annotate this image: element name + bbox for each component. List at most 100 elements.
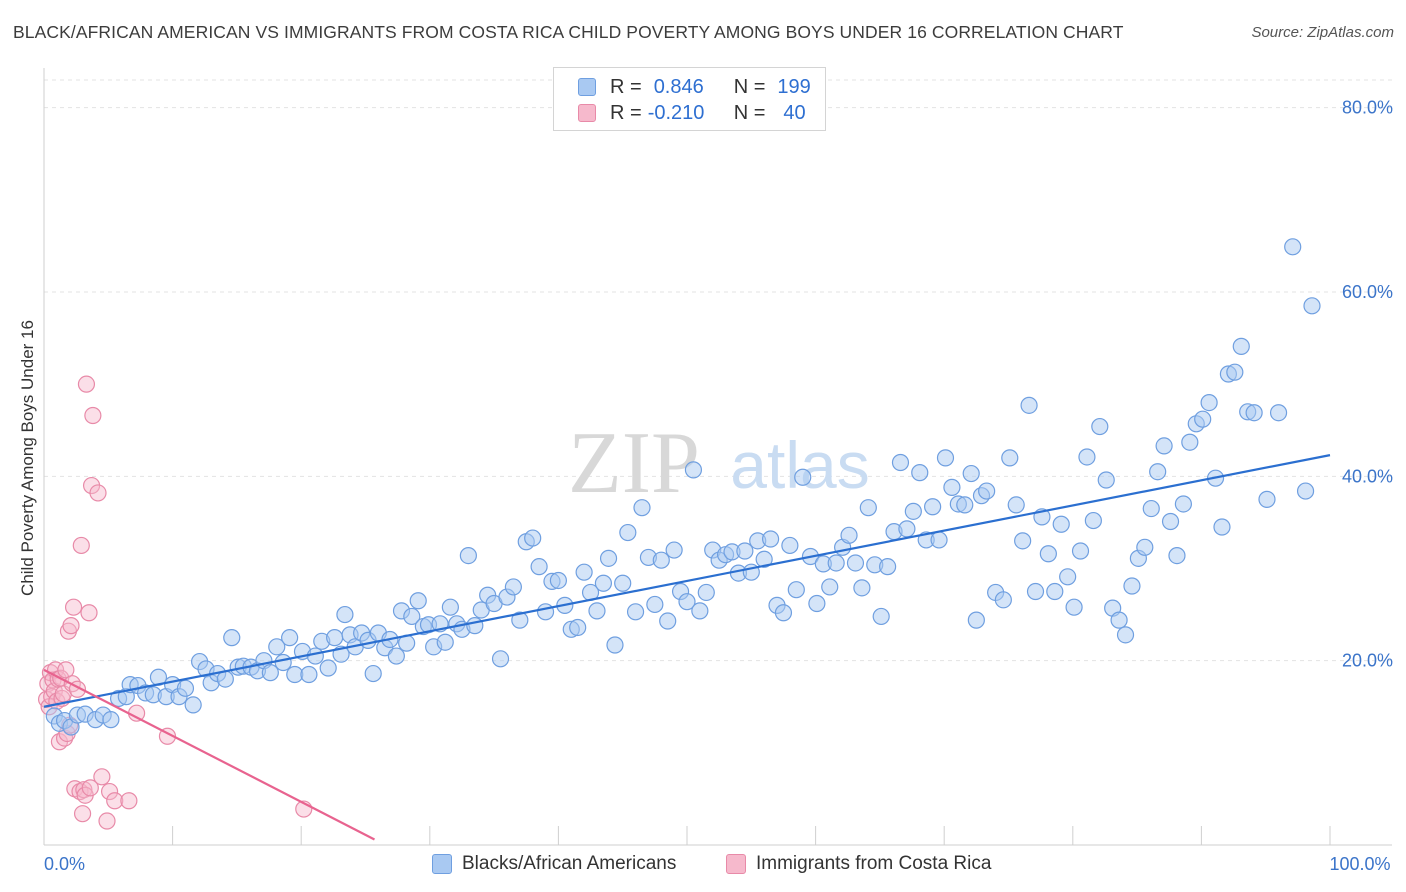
data-point-blacks	[967, 611, 985, 629]
data-point-blacks	[1213, 518, 1231, 536]
data-point-blacks	[684, 461, 703, 479]
data-point-blacks	[1123, 577, 1141, 595]
data-point-blacks	[994, 591, 1012, 609]
chart-title: BLACK/AFRICAN AMERICAN VS IMMIGRANTS FRO…	[13, 22, 1124, 42]
tick-labels: 20.0% 40.0% 60.0% 80.0% 0.0% 100.0%	[44, 98, 1393, 874]
data-point-costa-rica	[64, 598, 83, 616]
data-point-blacks	[1258, 490, 1276, 508]
data-point-blacks	[1039, 545, 1057, 563]
data-point-blacks	[1097, 471, 1115, 489]
data-point-blacks	[962, 464, 980, 483]
data-point-costa-rica	[72, 536, 90, 555]
data-point-blacks	[794, 468, 812, 486]
data-point-blacks	[736, 542, 754, 560]
r-value: -0.210	[647, 101, 705, 124]
data-point-blacks	[898, 520, 916, 538]
data-point-blacks	[665, 541, 683, 559]
data-point-blacks	[761, 530, 780, 548]
data-point-blacks	[1078, 448, 1096, 466]
data-point-blacks	[336, 605, 354, 624]
data-point-blacks	[387, 647, 405, 665]
data-point-blacks	[1046, 582, 1064, 601]
data-point-blacks	[184, 696, 202, 714]
data-point-blacks	[176, 679, 195, 697]
data-point-blacks	[691, 602, 709, 620]
data-point-blacks	[1269, 404, 1288, 422]
trend-line-blacks	[43, 454, 1331, 708]
n-value: 199	[777, 75, 811, 98]
data-point-costa-rica	[93, 768, 111, 786]
data-point-blacks	[1084, 511, 1102, 530]
data-point-blacks	[1091, 417, 1109, 436]
data-point-blacks	[1020, 396, 1038, 414]
data-point-blacks	[300, 665, 318, 684]
data-point-blacks	[1232, 337, 1250, 355]
x-tick-label: 100.0%	[1329, 854, 1390, 874]
data-point-blacks	[1200, 393, 1218, 412]
data-point-blacks	[1071, 542, 1090, 560]
data-point-costa-rica	[73, 805, 92, 823]
blue-swatch	[432, 854, 452, 874]
data-point-blacks	[530, 558, 548, 576]
data-point-blacks	[1174, 495, 1192, 513]
data-point-blacks	[859, 499, 877, 517]
data-point-blacks	[626, 603, 645, 621]
data-point-blacks	[403, 607, 421, 626]
data-point-blacks	[549, 571, 568, 590]
y-tick-label: 60.0%	[1342, 282, 1393, 302]
data-point-blacks	[1116, 626, 1135, 644]
r-value: 0.846	[653, 75, 704, 98]
pink-swatch	[726, 854, 746, 874]
data-point-blacks	[633, 499, 651, 517]
legend-row-costa-rica: R = -0.210 N = 40	[578, 101, 806, 125]
data-point-blacks	[569, 618, 587, 637]
data-point-blacks	[1194, 410, 1212, 428]
gridlines	[44, 79, 1392, 662]
data-point-blacks	[978, 482, 996, 500]
data-point-costa-rica	[98, 812, 116, 830]
r-label: R =	[610, 101, 642, 124]
data-point-blacks	[614, 574, 632, 592]
data-point-blacks	[930, 531, 948, 549]
y-axis-label: Child Poverty Among Boys Under 16	[18, 320, 37, 596]
data-point-blacks	[459, 546, 477, 565]
data-point-blacks	[1065, 598, 1083, 616]
x-tick-label: 0.0%	[44, 854, 85, 874]
data-point-blacks	[504, 578, 522, 596]
data-point-blacks	[936, 449, 955, 467]
axes	[43, 68, 1392, 846]
data-point-blacks	[872, 607, 890, 626]
data-point-costa-rica	[75, 781, 93, 799]
n-label: N =	[733, 101, 766, 124]
source-label: Source: ZipAtlas.com	[1251, 24, 1394, 41]
data-point-blacks	[943, 478, 961, 496]
data-point-costa-rica	[80, 604, 98, 622]
y-tick-label: 80.0%	[1342, 98, 1393, 118]
data-point-blacks	[268, 638, 286, 656]
data-point-blacks	[879, 558, 897, 576]
data-point-blacks	[678, 593, 696, 611]
data-point-costa-rica	[127, 704, 146, 722]
data-point-blacks	[1136, 538, 1154, 556]
data-point-blacks	[1296, 482, 1315, 500]
data-point-costa-rica	[106, 792, 124, 810]
r-label: R =	[610, 75, 642, 98]
data-point-blacks	[606, 636, 624, 654]
data-point-blacks	[1303, 297, 1321, 315]
data-point-blacks	[491, 650, 510, 668]
data-point-blacks	[619, 523, 637, 542]
data-point-blacks	[1226, 363, 1244, 381]
data-point-blacks	[306, 647, 324, 665]
data-point-blacks	[1168, 546, 1186, 565]
data-point-blacks	[364, 664, 382, 683]
data-point-blacks	[787, 581, 805, 599]
trend-line-costa-rica	[43, 668, 376, 841]
data-point-costa-rica	[84, 406, 102, 425]
data-point-costa-rica	[100, 782, 119, 801]
data-point-blacks	[281, 629, 299, 647]
data-point-blacks	[536, 603, 555, 621]
data-point-blacks	[1284, 238, 1302, 256]
data-point-blacks	[659, 612, 677, 630]
data-point-blacks	[891, 453, 910, 472]
data-point-blacks	[1142, 499, 1160, 518]
